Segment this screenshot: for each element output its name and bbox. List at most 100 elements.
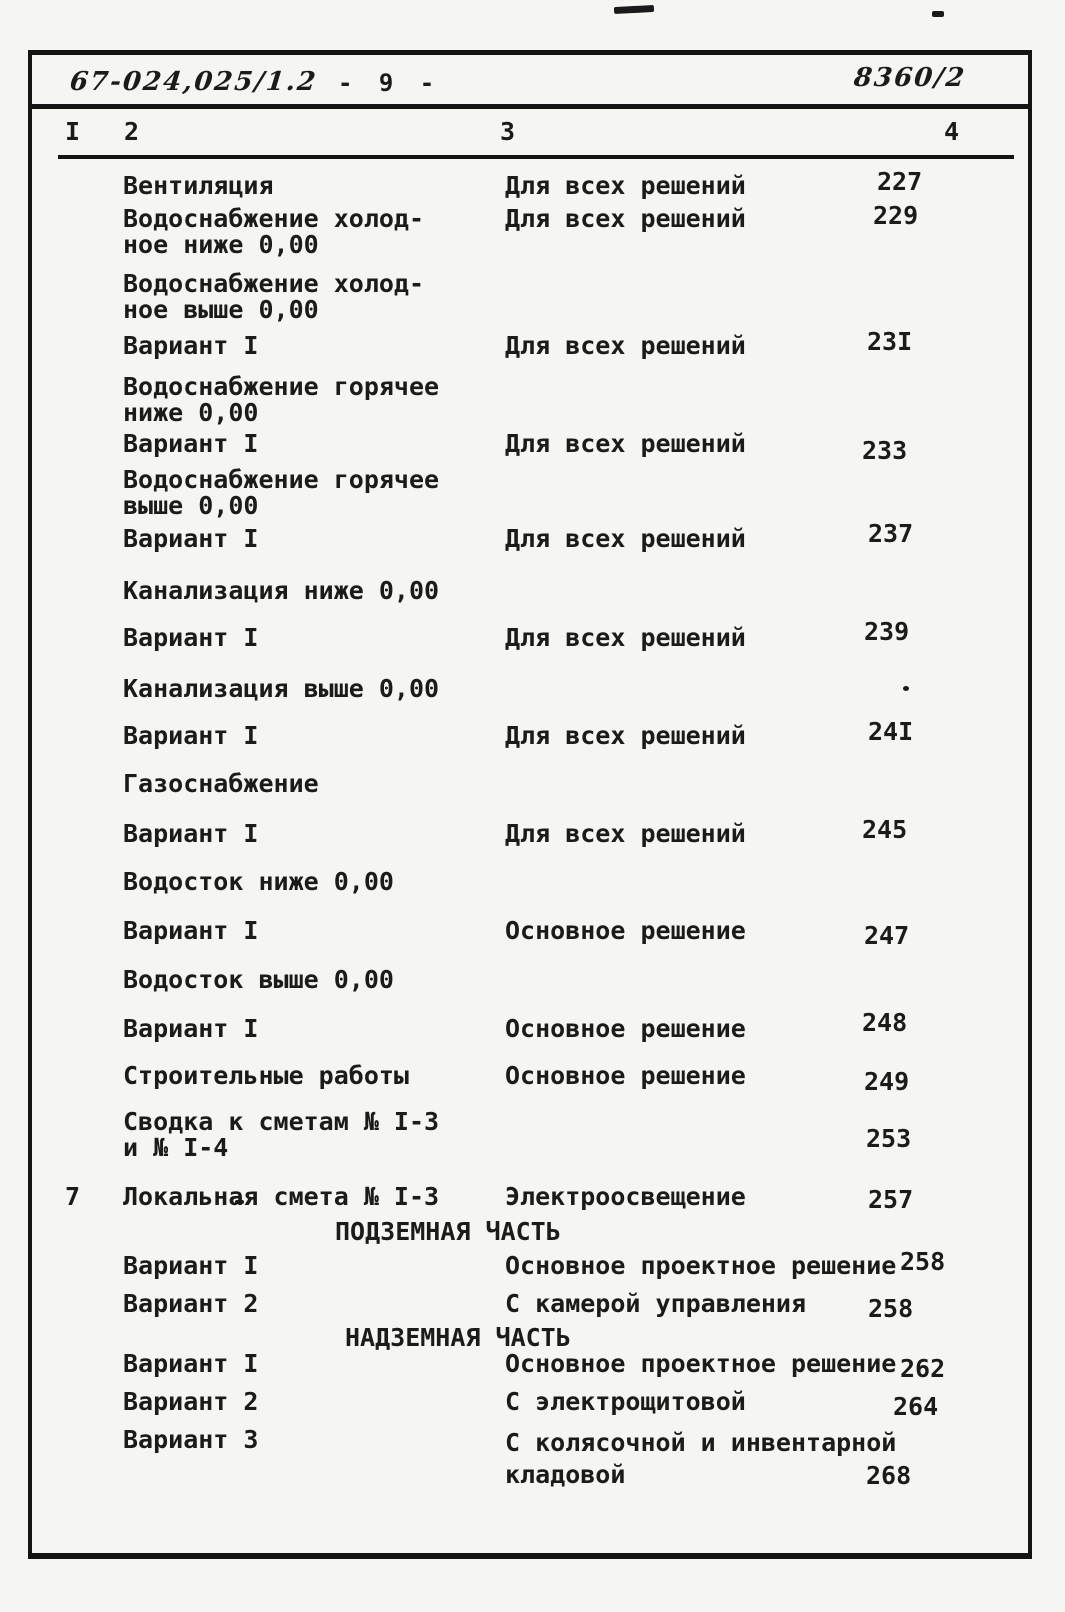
toc-item-solution: Основное проектное решение	[505, 1351, 896, 1377]
toc-item-solution-line: Основное проектное решение	[505, 1349, 897, 1378]
toc-item-title-line: Вариант I	[123, 1251, 259, 1280]
toc-item-solution-line: Для всех решений	[505, 524, 746, 553]
toc-item-solution: Для всех решений	[505, 625, 746, 651]
toc-item-page: 24I	[868, 717, 914, 746]
toc-item-title-line: Канализация выше 0,00	[123, 674, 440, 703]
toc-item-title-line: Водоснабжение горячее	[123, 372, 440, 401]
toc-item-title: Вариант I	[123, 625, 258, 651]
toc-item-title-line: Вариант I	[123, 819, 259, 848]
toc-item-title-line: Газоснабжение	[123, 769, 319, 798]
toc-item-title-line: Вариант I	[123, 429, 259, 458]
toc-item-title-line: Канализация ниже 0,00	[123, 576, 440, 605]
toc-item-title-line: выше 0,00	[123, 491, 259, 520]
section-heading: НАДЗЕМНАЯ ЧАСТЬ	[345, 1323, 571, 1352]
header-rule	[58, 155, 1014, 159]
toc-item-number: 7	[65, 1182, 81, 1211]
toc-item-solution-line: Для всех решений	[505, 331, 746, 360]
toc-item-solution: Электроосвещение	[505, 1184, 746, 1210]
toc-item-title: Вариант I	[123, 1351, 258, 1377]
toc-item-title: Водосток ниже 0,00	[123, 869, 394, 895]
toc-item-title: Водоснабжение горячее ниже 0,00	[123, 374, 439, 426]
toc-item-title-line: Вариант I	[123, 916, 259, 945]
toc-item-solution-line: Для всех решений	[505, 623, 746, 652]
toc-item-title-line: Водосток выше 0,00	[123, 965, 394, 994]
toc-item-solution: Для всех решений	[505, 723, 746, 749]
toc-item-title: Вариант 2	[123, 1389, 258, 1415]
toc-item-solution: С камерой управления	[505, 1291, 806, 1317]
toc-item-page: 248	[862, 1008, 908, 1037]
toc-item-title-line: ное выше 0,00	[123, 295, 319, 324]
toc-item-solution: Для всех решений	[505, 333, 746, 359]
toc-item-title: Строительные работы	[123, 1063, 409, 1089]
toc-item-solution-line: С камерой управления	[505, 1289, 807, 1318]
toc-item-page: 264	[893, 1392, 939, 1421]
toc-item-title: Вариант I	[123, 723, 258, 749]
toc-item-title-line: Вентиляция	[123, 171, 274, 200]
toc-item-solution: Для всех решений	[505, 431, 746, 457]
toc-item-solution-line: Основное проектное решение	[505, 1251, 897, 1280]
toc-item-solution-line: кладовой	[505, 1460, 626, 1489]
toc-item-title-line: Строительные работы	[123, 1061, 409, 1090]
toc-item-page: 229	[873, 201, 919, 230]
toc-item-page: 258	[868, 1294, 914, 1323]
column-label-3: 3	[500, 117, 516, 146]
toc-item-page: 253	[866, 1124, 912, 1153]
toc-item-solution: Для всех решений	[505, 206, 746, 232]
toc-item-title-line: Водоснабжение холод-	[123, 269, 425, 298]
toc-item-title-line: Вариант I	[123, 1014, 259, 1043]
scan-artifact	[903, 686, 909, 691]
section-heading: ПОДЗЕМНАЯ ЧАСТЬ	[335, 1217, 561, 1246]
toc-item-solution: Для всех решений	[505, 821, 746, 847]
scan-artifact	[235, 1200, 244, 1204]
toc-item-title-line: Водосток ниже 0,00	[123, 867, 394, 896]
toc-item-solution: Основное решение	[505, 1016, 746, 1042]
toc-item-title: Вентиляция	[123, 173, 274, 199]
toc-item-title-line: и № I-4	[123, 1133, 229, 1162]
scan-artifact	[613, 4, 655, 15]
toc-item-title: Вариант I	[123, 431, 258, 457]
toc-item-title: Локальная смета № I-3	[123, 1184, 439, 1210]
toc-item-solution-line: Основное решение	[505, 916, 746, 945]
toc-item-title: Вариант I	[123, 821, 258, 847]
toc-item-page: 23I	[867, 327, 913, 356]
toc-item-page: 233	[862, 436, 908, 465]
toc-item-title: Газоснабжение	[123, 771, 319, 797]
toc-item-solution-line: Основное решение	[505, 1061, 746, 1090]
toc-item-title: Водоснабжение холод-ное ниже 0,00	[123, 206, 424, 258]
toc-item-title: Сводка к сметам № I-3 и № I-4	[123, 1109, 439, 1161]
toc-item-title: Вариант I	[123, 526, 258, 552]
toc-item-title-line: Вариант 2	[123, 1387, 259, 1416]
toc-item-title-line: Вариант I	[123, 721, 259, 750]
toc-item-title: Вариант 3	[123, 1427, 258, 1453]
toc-item-title: Вариант I	[123, 1253, 258, 1279]
toc-item-title: Вариант I	[123, 1016, 258, 1042]
toc-item-page: 249	[864, 1067, 910, 1096]
page-number: - 9 -	[338, 69, 441, 97]
toc-item-title-line: Водоснабжение холод-	[123, 204, 425, 233]
toc-item-page: 247	[864, 921, 910, 950]
toc-item-solution: Основное решение	[505, 918, 746, 944]
page-frame: 67-024,025/1.2 - 9 - 8360/2 I 2 3 4 Вент…	[28, 50, 1032, 1559]
toc-table: Вентиляция Для всех решений 227 Водоснабжен…	[32, 55, 1028, 1553]
toc-item-title-line: Вариант 3	[123, 1425, 259, 1454]
toc-item-page: 227	[877, 167, 923, 196]
toc-item-title: Водоснабжение горячее выше 0,00	[123, 467, 439, 519]
toc-item-solution: С колясочной и инвентарной кладовой	[505, 1427, 896, 1491]
toc-item-title: Водоснабжение холод-ное выше 0,00	[123, 271, 424, 323]
toc-item-title-line: Вариант 2	[123, 1289, 259, 1318]
toc-item-title-line: Вариант I	[123, 524, 259, 553]
toc-item-title-line: Вариант I	[123, 623, 259, 652]
toc-item-title: Водосток выше 0,00	[123, 967, 394, 993]
toc-item-title: Вариант I	[123, 918, 258, 944]
toc-item-page: 258	[900, 1247, 946, 1276]
toc-item-title-line: Вариант I	[123, 1349, 259, 1378]
toc-item-solution-line: Для всех решений	[505, 819, 746, 848]
toc-item-solution-line: Электроосвещение	[505, 1182, 746, 1211]
toc-item-solution: Для всех решений	[505, 173, 746, 199]
toc-item-title-line: Сводка к сметам № I-3	[123, 1107, 440, 1136]
toc-item-solution: Для всех решений	[505, 526, 746, 552]
toc-item-page: 257	[868, 1185, 914, 1214]
toc-item-title-line: ное ниже 0,00	[123, 230, 319, 259]
toc-item-solution-line: С электрощитовой	[505, 1387, 746, 1416]
